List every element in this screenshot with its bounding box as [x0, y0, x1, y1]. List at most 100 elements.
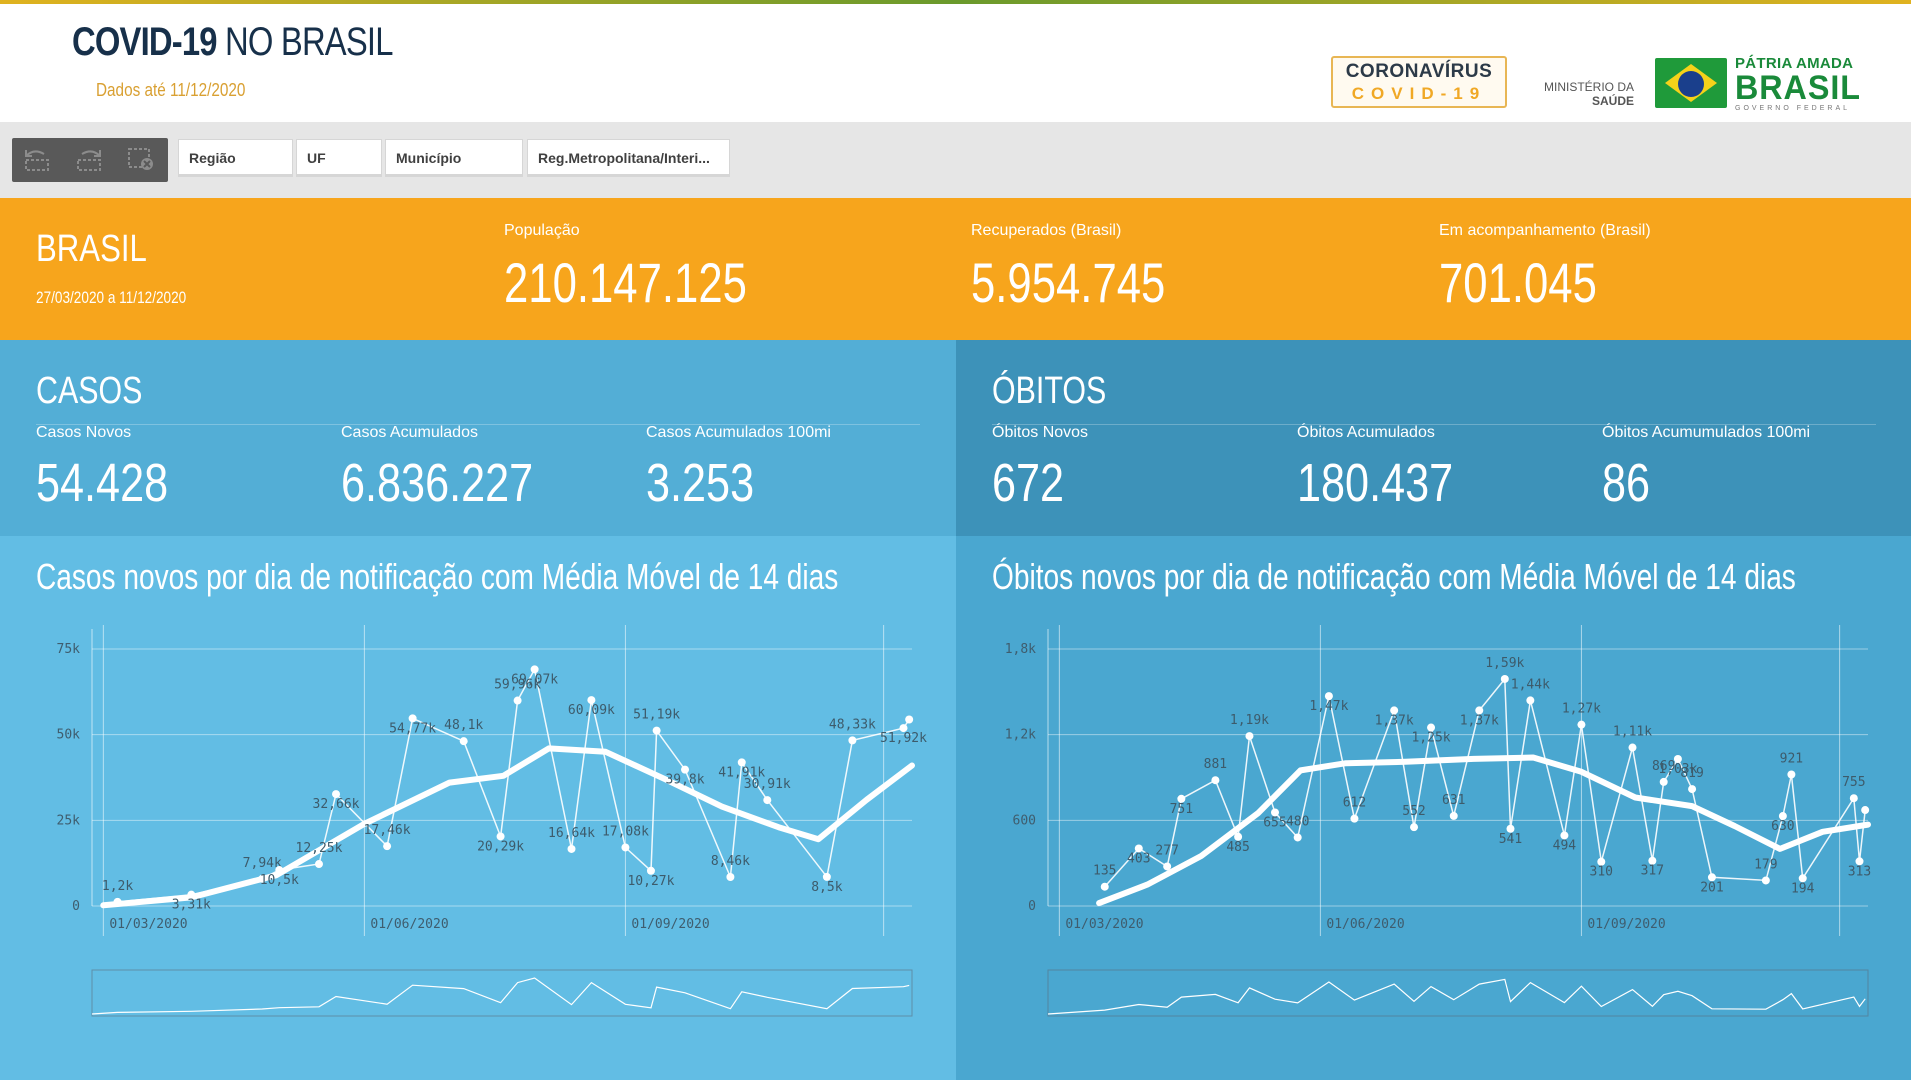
obitos-data-point[interactable] [1707, 873, 1716, 882]
casos-data-point[interactable] [332, 790, 341, 799]
casos-data-label: 69,07k [511, 672, 558, 687]
filter-toolbar: Região UF Município Reg.Metropolitana/In… [0, 122, 1911, 198]
coronavirus-logo: CORONAVÍRUS COVID-19 [1331, 56, 1507, 108]
obitos-moving-average-line [1096, 754, 1871, 907]
obitos-data-label: 310 [1590, 865, 1613, 880]
obitos-data-point[interactable] [1390, 706, 1399, 715]
casos-data-point[interactable] [113, 897, 122, 906]
obitos-data-point[interactable] [1861, 806, 1870, 815]
casos-data-label: 16,64k [548, 826, 595, 841]
casos-data-point[interactable] [587, 696, 596, 705]
casos-data-point[interactable] [726, 873, 735, 882]
clear-selection-icon[interactable] [124, 146, 158, 174]
obitos-novos-label: Óbitos Novos [992, 424, 1089, 441]
casos-data-point[interactable] [848, 736, 857, 745]
obitos-data-point[interactable] [1855, 857, 1864, 866]
governo-federal-logo: PÁTRIA AMADA BRASIL GOVERNO FEDERAL [1655, 56, 1860, 112]
obitos-data-point[interactable] [1787, 770, 1796, 779]
obitos-data-point[interactable] [1500, 674, 1509, 683]
obitos-data-label: 403 [1127, 851, 1150, 866]
obitos-data-point[interactable] [1449, 811, 1458, 820]
filter-reg-metropolitana[interactable]: Reg.Metropolitana/Interi... [527, 139, 730, 177]
casos-data-point[interactable] [822, 872, 831, 881]
obitos-data-point[interactable] [1673, 754, 1682, 763]
obitos-data-point[interactable] [1526, 696, 1535, 705]
undo-icon[interactable] [20, 146, 54, 174]
obitos-data-point[interactable] [1778, 812, 1787, 821]
obitos-data-label: 881 [1204, 757, 1227, 772]
obitos-data-label: 655 [1263, 815, 1286, 830]
filter-uf[interactable]: UF [296, 139, 382, 177]
filter-regiao[interactable]: Região [178, 139, 293, 177]
obitos-data-point[interactable] [1245, 732, 1254, 741]
obitos-x-tick: 01/03/2020 [1065, 917, 1143, 932]
casos-data-point[interactable] [459, 737, 468, 746]
obitos-data-point[interactable] [1475, 706, 1484, 715]
casos-data-point[interactable] [763, 796, 772, 805]
casos-data-point[interactable] [187, 890, 196, 899]
app-title: COVID-19 NO BRASIL [72, 20, 393, 64]
obitos-data-point[interactable] [1648, 856, 1657, 865]
obitos-metrics-panel: ÓBITOS Óbitos Novos 672 Óbitos Acumulado… [956, 340, 1911, 536]
obitos-data-point[interactable] [1293, 833, 1302, 842]
obitos-data-point[interactable] [1410, 823, 1419, 832]
casos-data-point[interactable] [496, 832, 505, 841]
casos-data-point[interactable] [621, 843, 630, 852]
casos-data-label: 20,29k [477, 839, 524, 854]
obitos-navigator[interactable] [1047, 969, 1869, 1017]
casos-data-point[interactable] [513, 696, 522, 705]
obitos-data-point[interactable] [1659, 777, 1668, 786]
casos-data-label: 12,25k [296, 841, 343, 856]
casos-data-point[interactable] [408, 714, 417, 723]
populacao-label: População [504, 222, 580, 239]
obitos-data-point[interactable] [1798, 874, 1807, 883]
casos-data-point[interactable] [899, 724, 908, 733]
casos-data-point[interactable] [905, 715, 914, 724]
summary-title: BRASIL [36, 228, 147, 270]
obitos-data-label: 921 [1780, 752, 1803, 767]
casos-acumulados-value: 6.836.227 [341, 453, 534, 513]
obitos-data-point[interactable] [1134, 844, 1143, 853]
obitos-data-point[interactable] [1324, 692, 1333, 701]
obitos-data-label: 135 [1093, 864, 1116, 879]
obitos-data-point[interactable] [1628, 743, 1637, 752]
obitos-data-point[interactable] [1234, 832, 1243, 841]
casos-data-point[interactable] [275, 866, 284, 875]
casos-data-point[interactable] [567, 844, 576, 853]
casos-navigator[interactable] [91, 969, 913, 1017]
casos-data-point[interactable] [646, 866, 655, 875]
casos-data-point[interactable] [652, 726, 661, 735]
obitos-data-point[interactable] [1100, 882, 1109, 891]
obitos-data-point[interactable] [1270, 808, 1279, 817]
obitos-data-label: 1,03k [1658, 762, 1697, 777]
casos-data-point[interactable] [258, 874, 267, 883]
filter-municipio[interactable]: Município [385, 139, 523, 177]
casos-data-point[interactable] [383, 842, 392, 851]
obitos-data-point[interactable] [1597, 857, 1606, 866]
casos-data-point[interactable] [314, 860, 323, 869]
obitos-data-point[interactable] [1211, 776, 1220, 785]
obitos-data-point[interactable] [1350, 814, 1359, 823]
casos-navigator-line [91, 977, 910, 1015]
obitos-data-point[interactable] [1560, 831, 1569, 840]
obitos-data-point[interactable] [1688, 785, 1697, 794]
obitos-data-point[interactable] [1177, 794, 1186, 803]
obitos-data-point[interactable] [1577, 720, 1586, 729]
casos-data-point[interactable] [530, 665, 539, 674]
obitos-data-point[interactable] [1506, 824, 1515, 833]
acompanhamento-value: 701.045 [1439, 251, 1597, 314]
obitos-chart[interactable]: 0 600 1,2k 1,8k 01/03/2020 01/06/2020 01/09/20… [956, 536, 1911, 1080]
obitos-data-point[interactable] [1163, 862, 1172, 871]
obitos-data-point[interactable] [1849, 794, 1858, 803]
casos-data-point[interactable] [681, 765, 690, 774]
obitos-data-point[interactable] [1427, 723, 1436, 732]
obitos-data-label: 819 [1680, 766, 1703, 781]
obitos-data-point[interactable] [1761, 876, 1770, 885]
casos-data-label: 59,96k [494, 678, 541, 693]
obitos-data-label: 480 [1286, 814, 1309, 829]
casos-data-point[interactable] [737, 758, 746, 767]
obitos-data-label: 541 [1499, 832, 1522, 847]
casos-chart[interactable]: 0 25k 50k 75k 01/03/2020 01/06/2020 01/09/2020… [0, 536, 955, 1080]
redo-icon[interactable] [72, 146, 106, 174]
obitos-y-tick: 600 [1013, 813, 1036, 828]
